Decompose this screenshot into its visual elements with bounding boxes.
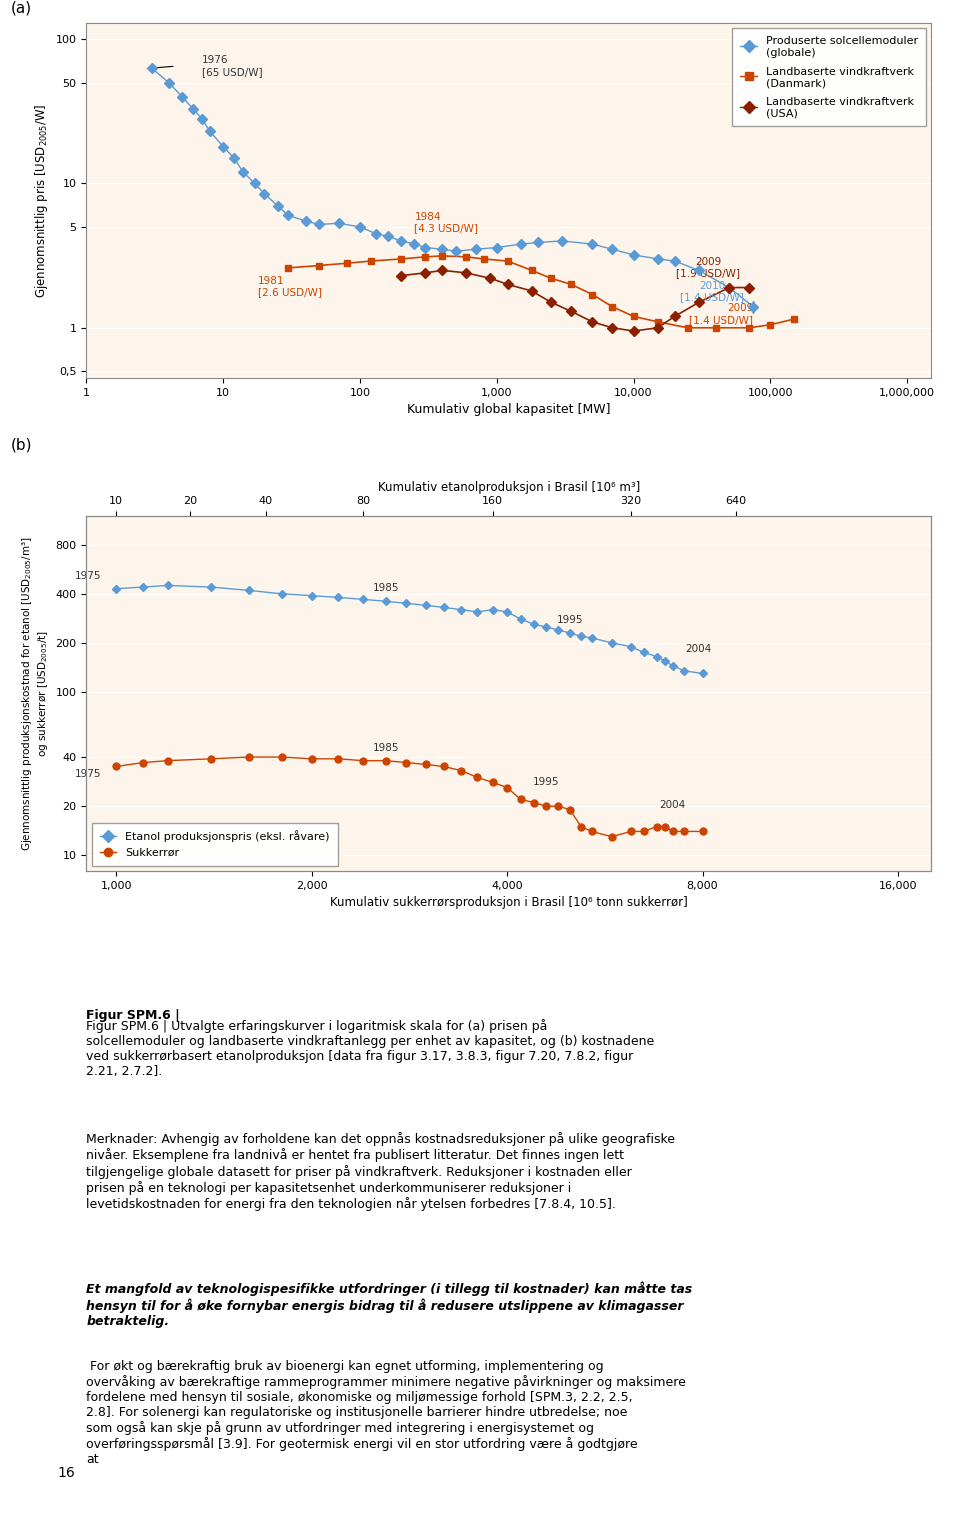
Text: 1981
[2.6 USD/W]: 1981 [2.6 USD/W] bbox=[258, 275, 323, 297]
Text: For økt og bærekraftig bruk av bioenergi kan egnet utforming, implementering og
: For økt og bærekraftig bruk av bioenergi… bbox=[86, 1360, 686, 1466]
Text: 1976
[65 USD/W]: 1976 [65 USD/W] bbox=[202, 56, 263, 77]
Legend: Etanol produksjonspris (eksl. råvare), Sukkerrør: Etanol produksjonspris (eksl. råvare), S… bbox=[92, 823, 338, 865]
Text: Merknader: Avhengig av forholdene kan det oppnås kostnadsreduksjoner på ulike ge: Merknader: Avhengig av forholdene kan de… bbox=[86, 1132, 676, 1210]
Text: 2009
[1.9 USD/W]: 2009 [1.9 USD/W] bbox=[676, 257, 740, 278]
Text: Et mangfold av teknologispesifikke utfordringer (i tillegg til kostnader) kan må: Et mangfold av teknologispesifikke utfor… bbox=[86, 1282, 693, 1328]
Text: 1995: 1995 bbox=[533, 776, 560, 787]
Text: 1975: 1975 bbox=[75, 572, 102, 581]
Text: Figur SPM.6 |: Figur SPM.6 | bbox=[86, 1009, 184, 1023]
Legend: Produserte solcellemoduler
(globale), Landbaserte vindkraftverk
(Danmark), Landb: Produserte solcellemoduler (globale), La… bbox=[732, 29, 925, 127]
X-axis label: Kumulativ sukkerrørsproduksjon i Brasil [10⁶ tonn sukkerrør]: Kumulativ sukkerrørsproduksjon i Brasil … bbox=[330, 896, 687, 909]
Text: 1975: 1975 bbox=[75, 770, 102, 779]
Text: 1984
[4.3 USD/W]: 1984 [4.3 USD/W] bbox=[415, 212, 478, 233]
X-axis label: Kumulativ global kapasitet [MW]: Kumulativ global kapasitet [MW] bbox=[407, 402, 611, 416]
Text: 1995: 1995 bbox=[557, 616, 584, 625]
Text: (a): (a) bbox=[11, 0, 32, 15]
Text: 2004: 2004 bbox=[684, 645, 711, 654]
Text: 1985: 1985 bbox=[372, 584, 398, 593]
Text: 2009
[1.4 USD/W]: 2009 [1.4 USD/W] bbox=[689, 303, 754, 325]
Text: 2010
[1.4 USD/W]: 2010 [1.4 USD/W] bbox=[680, 281, 744, 303]
Y-axis label: Gjennomsnittlig pris [USD$_{2005}$/W]: Gjennomsnittlig pris [USD$_{2005}$/W] bbox=[34, 103, 50, 298]
Text: (b): (b) bbox=[11, 437, 32, 452]
Text: 2004: 2004 bbox=[660, 799, 686, 809]
Y-axis label: Gjennomsnittlig produksjonskostnad for etanol [USD$_{2005}$/m³]
og sukkerrør [US: Gjennomsnittlig produksjonskostnad for e… bbox=[20, 536, 50, 850]
Text: 1985: 1985 bbox=[372, 743, 398, 753]
Text: 16: 16 bbox=[58, 1466, 75, 1480]
X-axis label: Kumulativ etanolproduksjon i Brasil [10⁶ m³]: Kumulativ etanolproduksjon i Brasil [10⁶… bbox=[377, 481, 640, 493]
Text: Figur SPM.6 | Utvalgte erfaringskurver i logaritmisk skala for (a) prisen på
sol: Figur SPM.6 | Utvalgte erfaringskurver i… bbox=[86, 1018, 655, 1077]
